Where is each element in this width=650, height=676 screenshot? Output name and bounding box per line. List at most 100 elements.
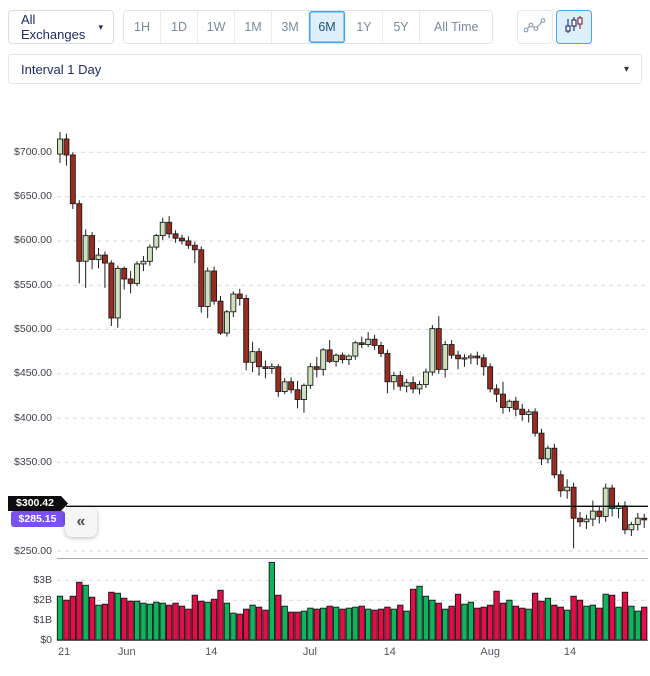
volume-bar[interactable] bbox=[474, 607, 481, 641]
volume-bar[interactable] bbox=[153, 601, 160, 641]
candle[interactable] bbox=[506, 399, 513, 412]
volume-bar[interactable] bbox=[88, 596, 96, 641]
candle[interactable] bbox=[589, 500, 596, 527]
volume-bar[interactable] bbox=[628, 605, 635, 641]
candle[interactable] bbox=[532, 408, 539, 437]
candle[interactable] bbox=[89, 232, 96, 270]
volume-bar[interactable] bbox=[339, 608, 346, 641]
volume-bar[interactable] bbox=[281, 605, 288, 641]
range-button-6m[interactable]: 6M bbox=[309, 11, 346, 43]
candle[interactable] bbox=[448, 340, 455, 359]
volume-bar[interactable] bbox=[589, 604, 597, 641]
candle[interactable] bbox=[223, 310, 230, 337]
candle[interactable] bbox=[166, 216, 173, 239]
volume-bar[interactable] bbox=[178, 605, 186, 641]
candle[interactable] bbox=[288, 377, 295, 394]
candle[interactable] bbox=[487, 363, 494, 393]
volume-bar[interactable] bbox=[448, 605, 455, 641]
candle[interactable] bbox=[249, 341, 256, 373]
volume-bar[interactable] bbox=[294, 611, 301, 641]
volume-bar[interactable] bbox=[551, 604, 558, 641]
candlestick-chart-button[interactable] bbox=[556, 10, 592, 44]
candle[interactable] bbox=[57, 131, 63, 163]
candle[interactable] bbox=[275, 364, 282, 397]
candle[interactable] bbox=[82, 229, 89, 288]
volume-bar[interactable] bbox=[165, 604, 173, 641]
candle[interactable] bbox=[256, 348, 262, 376]
candle[interactable] bbox=[179, 234, 185, 245]
volume-bar[interactable] bbox=[442, 608, 449, 641]
candle[interactable] bbox=[525, 409, 532, 423]
volume-bar[interactable] bbox=[467, 601, 475, 641]
candle[interactable] bbox=[493, 384, 500, 403]
candle[interactable] bbox=[461, 354, 468, 367]
interval-dropdown[interactable]: Interval 1 Day ▾ bbox=[8, 54, 642, 84]
volume-bar[interactable] bbox=[146, 603, 154, 641]
candle[interactable] bbox=[140, 255, 147, 272]
volume-bar[interactable] bbox=[634, 610, 641, 641]
candle[interactable] bbox=[230, 291, 237, 318]
volume-bar[interactable] bbox=[641, 606, 648, 641]
volume-bar[interactable] bbox=[531, 592, 539, 641]
volume-bar[interactable] bbox=[365, 608, 372, 641]
volume-bar[interactable] bbox=[519, 607, 526, 641]
volume-bar[interactable] bbox=[570, 595, 577, 641]
candle[interactable] bbox=[345, 354, 352, 365]
range-button-all-time[interactable]: All Time bbox=[420, 11, 493, 43]
candle[interactable] bbox=[403, 379, 410, 393]
candle[interactable] bbox=[268, 363, 275, 374]
range-button-1m[interactable]: 1M bbox=[235, 11, 272, 43]
candle[interactable] bbox=[69, 152, 76, 210]
candle[interactable] bbox=[198, 246, 205, 313]
volume-bar[interactable] bbox=[185, 608, 192, 641]
candle[interactable] bbox=[397, 371, 404, 391]
candle[interactable] bbox=[313, 356, 320, 378]
collapse-panel-button[interactable]: « bbox=[65, 507, 97, 537]
volume-bar[interactable] bbox=[454, 593, 462, 641]
candle[interactable] bbox=[243, 294, 250, 371]
candle[interactable] bbox=[172, 230, 179, 243]
candle[interactable] bbox=[63, 133, 70, 166]
volume-bar[interactable] bbox=[544, 597, 552, 641]
candle[interactable] bbox=[634, 512, 641, 531]
candle[interactable] bbox=[455, 350, 461, 370]
volume-bar[interactable] bbox=[576, 599, 584, 641]
candle[interactable] bbox=[108, 260, 115, 326]
candle[interactable] bbox=[577, 512, 583, 528]
candle[interactable] bbox=[121, 266, 128, 290]
volume-bar[interactable] bbox=[480, 606, 487, 641]
candle[interactable] bbox=[519, 403, 526, 421]
candle[interactable] bbox=[583, 514, 590, 529]
range-button-1y[interactable]: 1Y bbox=[346, 11, 383, 43]
volume-bar[interactable] bbox=[596, 607, 603, 641]
volume-bar[interactable] bbox=[390, 608, 397, 641]
volume-bar[interactable] bbox=[133, 600, 141, 641]
volume-bar[interactable] bbox=[493, 590, 500, 641]
volume-bar[interactable] bbox=[268, 561, 276, 641]
volume-bar[interactable] bbox=[159, 602, 166, 641]
candle[interactable] bbox=[358, 336, 365, 349]
candle[interactable] bbox=[435, 316, 442, 374]
volume-bar[interactable] bbox=[307, 607, 314, 641]
volume-bar[interactable] bbox=[461, 603, 468, 641]
volume-bar[interactable] bbox=[108, 591, 115, 641]
candle[interactable] bbox=[352, 341, 359, 360]
volume-bar[interactable] bbox=[82, 584, 89, 641]
candle[interactable] bbox=[236, 288, 243, 306]
volume-bar[interactable] bbox=[255, 606, 263, 641]
candle[interactable] bbox=[641, 513, 648, 528]
volume-bar[interactable] bbox=[583, 605, 590, 641]
range-button-1w[interactable]: 1W bbox=[198, 11, 235, 43]
candle[interactable] bbox=[628, 521, 635, 536]
volume-bar[interactable] bbox=[397, 604, 404, 641]
range-button-3m[interactable]: 3M bbox=[272, 11, 309, 43]
candle[interactable] bbox=[410, 376, 417, 394]
volume-bar[interactable] bbox=[403, 610, 410, 641]
candle[interactable] bbox=[365, 332, 372, 348]
volume-bar[interactable] bbox=[210, 598, 218, 641]
volume-bar[interactable] bbox=[416, 585, 423, 641]
candle[interactable] bbox=[320, 348, 327, 376]
volume-bar[interactable] bbox=[345, 607, 353, 641]
candle[interactable] bbox=[570, 482, 577, 549]
volume-bar[interactable] bbox=[140, 602, 147, 641]
